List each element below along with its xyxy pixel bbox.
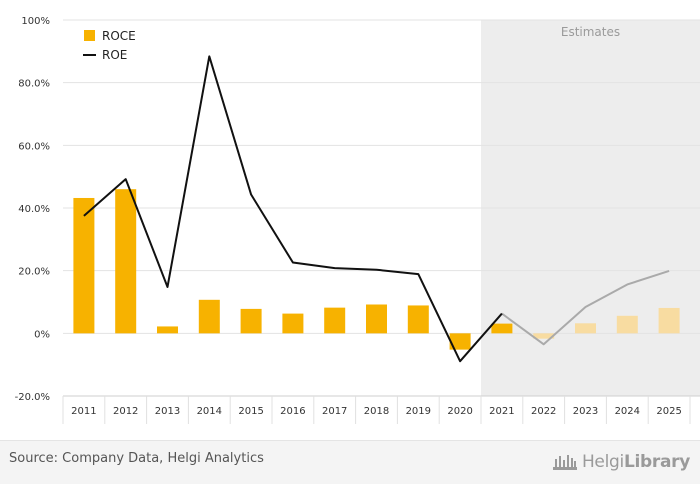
roce-bar bbox=[658, 307, 680, 334]
estimates-label: Estimates bbox=[561, 25, 620, 39]
x-tick-label: 2019 bbox=[406, 406, 431, 417]
x-tick-label: 2024 bbox=[615, 406, 640, 417]
footer: Source: Company Data, Helgi Analytics He… bbox=[0, 440, 700, 484]
roce-bar bbox=[616, 315, 638, 334]
x-tick-label: 2015 bbox=[238, 406, 263, 417]
roce-bar bbox=[533, 333, 555, 339]
roce-bar bbox=[491, 323, 513, 334]
roce-bar bbox=[366, 304, 387, 334]
roce-bar bbox=[324, 307, 346, 334]
x-tick-label: 2022 bbox=[531, 406, 556, 417]
roe-line-layer bbox=[83, 55, 670, 363]
x-tick-label: 2020 bbox=[447, 406, 472, 417]
x-tick-label: 2014 bbox=[197, 406, 222, 417]
y-tick-label: 0% bbox=[34, 329, 50, 340]
roce-roe-chart: Estimates 100% 80.0% 60.0% 40.0% 20.0% 0% -20.… bbox=[15, 16, 700, 424]
logo-text: HelgiLibrary bbox=[581, 452, 690, 472]
legend-roe-label: ROE bbox=[102, 48, 127, 62]
x-tick-label: 2023 bbox=[573, 406, 598, 417]
roce-bar bbox=[575, 323, 596, 334]
library-icon bbox=[552, 455, 577, 470]
x-tick-label: 2018 bbox=[364, 406, 389, 417]
roce-bar bbox=[240, 308, 262, 334]
roce-bar bbox=[449, 333, 471, 350]
roe-line-estimate bbox=[501, 270, 670, 346]
legend: ROCE ROE bbox=[83, 29, 136, 62]
y-tick-label: 20.0% bbox=[18, 267, 50, 278]
roce-bar bbox=[73, 197, 95, 334]
roe-line-actual bbox=[83, 55, 503, 363]
roce-bar-layer bbox=[73, 189, 680, 350]
roce-bar bbox=[198, 299, 220, 334]
roce-bar bbox=[115, 189, 137, 334]
x-tick-label: 2013 bbox=[155, 406, 180, 417]
x-tick-label: 2011 bbox=[71, 406, 96, 417]
legend-roce-label: ROCE bbox=[102, 29, 136, 43]
axis-layer: 100% 80.0% 60.0% 40.0% 20.0% 0% -20.0% 2011 2012… bbox=[15, 16, 700, 424]
y-tick-label: 40.0% bbox=[18, 204, 50, 215]
helgi-library-logo: HelgiLibrary bbox=[552, 449, 690, 475]
source-text: Source: Company Data, Helgi Analytics bbox=[9, 451, 264, 466]
y-tick-label: 80.0% bbox=[18, 79, 50, 90]
x-tick-label: 2017 bbox=[322, 406, 347, 417]
roce-bar bbox=[282, 313, 304, 334]
x-tick-label: 2012 bbox=[113, 406, 138, 417]
y-tick-label: 60.0% bbox=[18, 141, 50, 152]
roce-bar bbox=[157, 326, 178, 334]
x-tick-label: 2021 bbox=[489, 406, 514, 417]
x-tick-label: 2016 bbox=[280, 406, 305, 417]
x-tick-label: 2025 bbox=[656, 406, 681, 417]
roce-bar bbox=[407, 305, 429, 334]
legend-roce-swatch bbox=[84, 30, 95, 41]
y-tick-label: 100% bbox=[21, 16, 50, 27]
y-tick-label: -20.0% bbox=[15, 392, 50, 403]
